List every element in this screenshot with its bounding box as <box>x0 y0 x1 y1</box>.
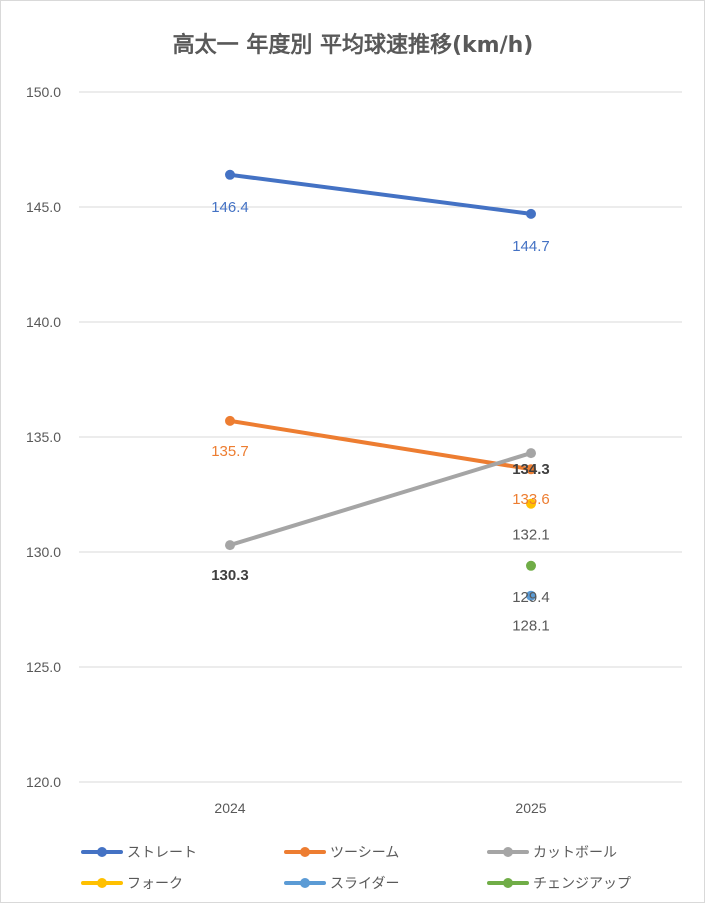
series-lines <box>228 172 533 548</box>
legend-label: ストレート <box>127 845 197 861</box>
data-label: 129.4 <box>512 589 550 606</box>
x-tick-label: 2024 <box>214 800 245 816</box>
legend-swatch-marker <box>503 878 513 888</box>
legend-label: チェンジアップ <box>533 876 631 892</box>
y-tick-label: 130.0 <box>26 544 61 560</box>
x-tick-label: 2025 <box>515 800 546 816</box>
series-line <box>228 172 533 216</box>
chart-title: 高太一 年度別 平均球速推移(km/h) <box>173 32 534 58</box>
data-label: 133.6 <box>512 491 550 508</box>
legend-label: フォーク <box>127 876 183 892</box>
data-point <box>526 208 536 219</box>
data-label: 128.1 <box>512 618 550 635</box>
y-tick-label: 135.0 <box>26 429 61 445</box>
legend-swatch-marker <box>97 878 107 888</box>
legend-label: スライダー <box>330 876 399 892</box>
data-point <box>526 464 536 475</box>
y-tick-label: 150.0 <box>26 84 61 100</box>
data-point <box>225 540 235 551</box>
legend-item: フォーク <box>81 876 183 892</box>
y-tick-label: 120.0 <box>26 774 61 790</box>
legend-swatch-marker <box>300 878 310 888</box>
data-point <box>526 498 536 509</box>
data-labels: 146.4 144.7 135.7 133.6 130.3 134.3 132.1 128.1… <box>211 199 550 635</box>
legend-swatch-marker <box>503 847 513 857</box>
y-tick-label: 140.0 <box>26 314 61 330</box>
legend-item: カットボール <box>487 845 617 861</box>
data-label: 144.7 <box>512 238 550 255</box>
data-point <box>526 448 536 459</box>
data-point <box>225 169 235 180</box>
data-label: 132.1 <box>512 527 550 544</box>
data-label: 146.4 <box>211 199 249 216</box>
data-label: 134.3 <box>512 461 550 478</box>
series-line <box>228 418 533 472</box>
data-label: 135.7 <box>211 443 249 460</box>
data-point <box>225 415 235 426</box>
y-tick-label: 125.0 <box>26 659 61 675</box>
legend-swatch-marker <box>97 847 107 857</box>
data-point <box>526 590 536 601</box>
legend-item: ストレート <box>81 845 197 861</box>
legend-swatch-marker <box>300 847 310 857</box>
legend-item: チェンジアップ <box>487 876 631 892</box>
legend-item: ツーシーム <box>284 845 399 861</box>
legend-label: ツーシーム <box>330 845 399 861</box>
legend-item: スライダー <box>284 876 399 892</box>
series-points <box>225 169 536 601</box>
series-line <box>228 451 533 548</box>
data-point <box>526 560 536 571</box>
grid-layer: 120.0 125.0 130.0 135.0 140.0 145.0 150.0 2024 2… <box>26 84 682 816</box>
data-label: 130.3 <box>211 567 249 584</box>
legend-label: カットボール <box>533 845 617 861</box>
y-tick-label: 145.0 <box>26 199 61 215</box>
